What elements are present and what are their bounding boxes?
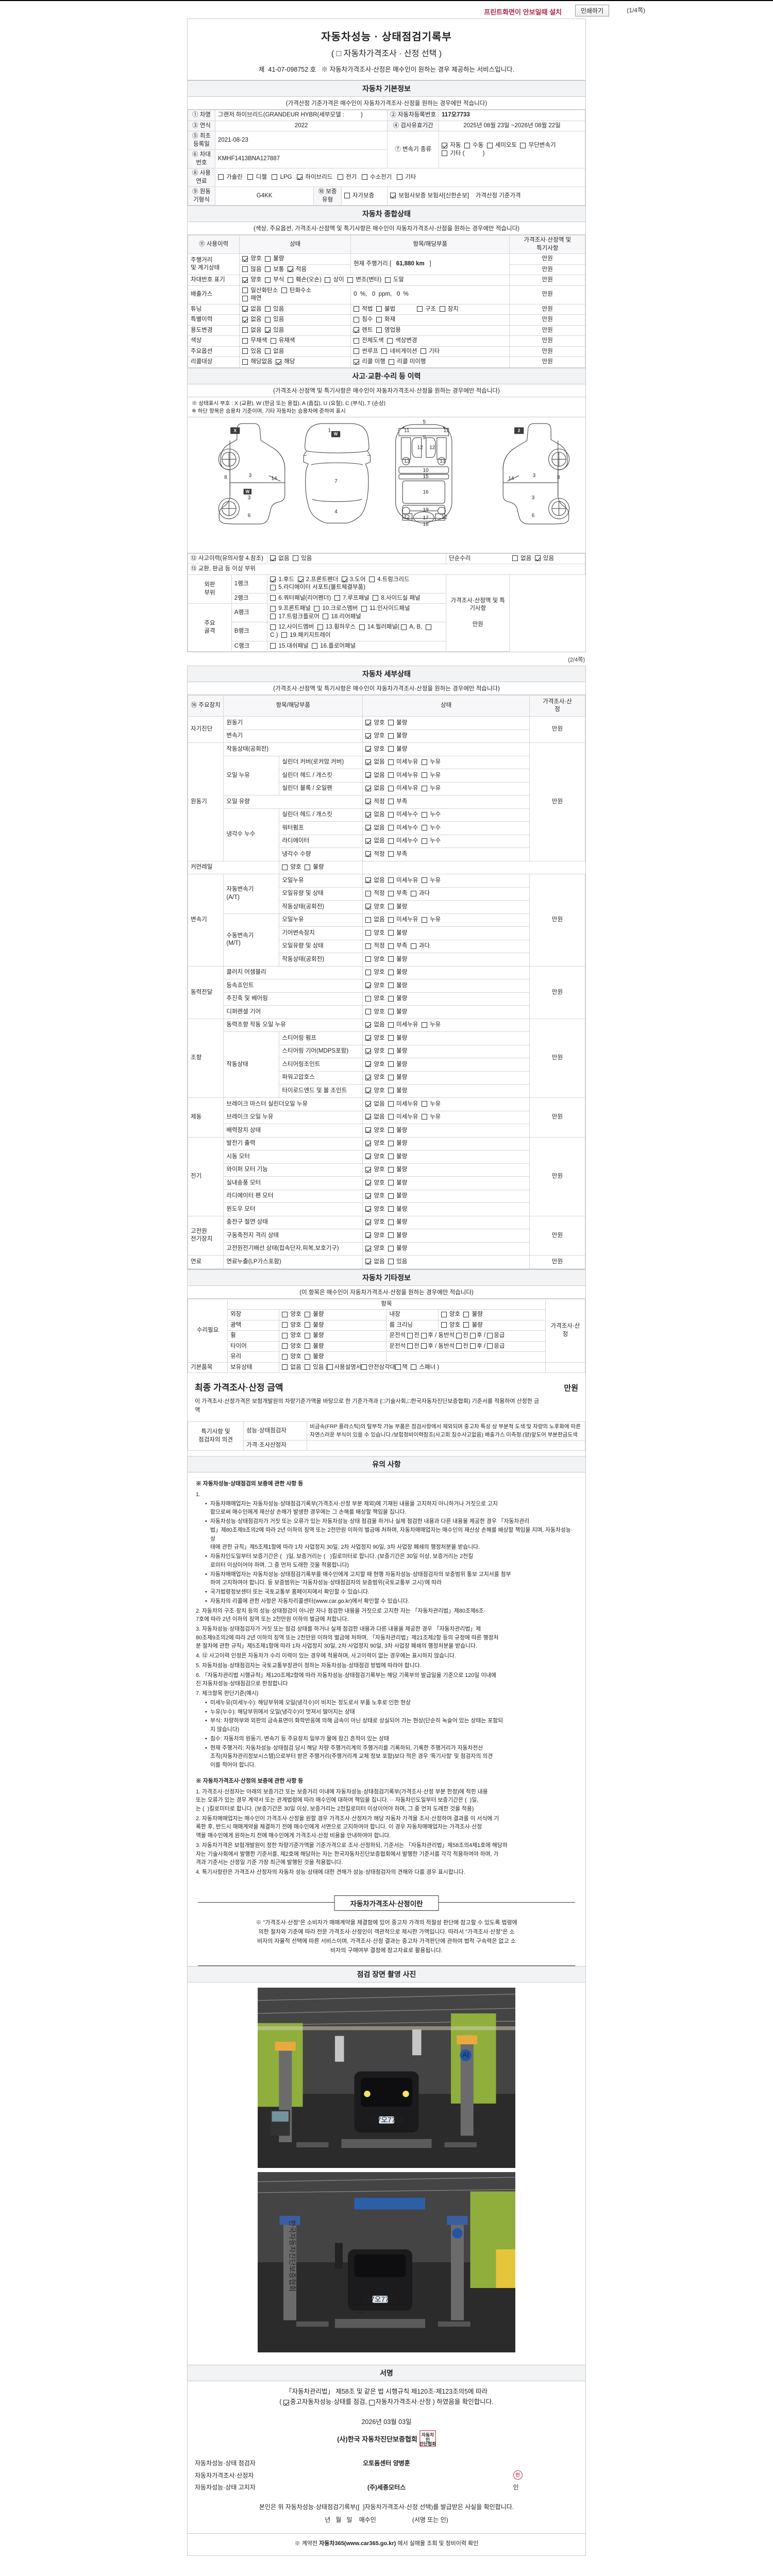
svg-text:4: 4	[334, 509, 338, 515]
svg-text:12: 12	[417, 445, 424, 450]
svg-text:9: 9	[423, 435, 426, 440]
svg-text:17: 17	[423, 515, 429, 521]
svg-text:5: 5	[423, 419, 426, 425]
svg-text:7: 7	[334, 479, 338, 484]
svg-text:12: 12	[442, 515, 448, 520]
svg-text:117오7733: 117오7733	[363, 2296, 397, 2303]
svg-text:18: 18	[423, 522, 429, 528]
svg-text:10: 10	[423, 468, 429, 473]
svg-text:6: 6	[248, 513, 251, 518]
svg-text:자동차: 자동차	[422, 2432, 434, 2437]
svg-text:19: 19	[423, 507, 429, 513]
svg-text:1: 1	[328, 428, 331, 433]
svg-text:12: 12	[429, 445, 435, 450]
svg-text:13: 13	[404, 459, 410, 464]
svg-text:14: 14	[508, 476, 514, 481]
svg-text:6: 6	[532, 513, 535, 518]
svg-text:14: 14	[271, 476, 277, 481]
svg-text:8: 8	[224, 475, 227, 481]
svg-text:16: 16	[423, 489, 429, 495]
svg-text:13: 13	[440, 459, 446, 464]
svg-text:X: X	[233, 428, 237, 433]
svg-text:3: 3	[532, 495, 535, 501]
svg-text:한국자동차진단보증협회: 한국자동차진단보증협회	[289, 2220, 296, 2292]
svg-text:W: W	[334, 432, 338, 436]
svg-text:11: 11	[444, 428, 449, 433]
svg-text:8: 8	[557, 475, 560, 481]
svg-text:진단협회: 진단협회	[419, 2441, 436, 2447]
svg-text:3: 3	[249, 473, 252, 479]
svg-text:3: 3	[533, 473, 536, 479]
svg-text:12: 12	[404, 515, 410, 520]
svg-text:15: 15	[423, 474, 429, 480]
svg-text:117오7733: 117오7733	[369, 2116, 404, 2124]
svg-text:W: W	[245, 489, 249, 494]
svg-text:11: 11	[404, 428, 410, 433]
svg-text:2: 2	[518, 428, 520, 433]
svg-text:3: 3	[248, 495, 251, 501]
svg-text:AI: AI	[462, 2051, 469, 2059]
